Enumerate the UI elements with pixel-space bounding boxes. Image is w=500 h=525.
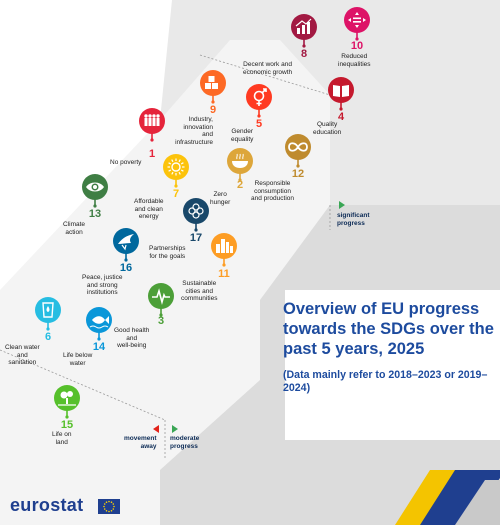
legend-movement-away: movement away — [124, 435, 157, 450]
sdg-number-3: 3 — [157, 315, 165, 327]
infinity-icon — [288, 142, 308, 152]
sdg-pin-goal-2 — [220, 141, 260, 191]
eye-globe-icon — [86, 182, 104, 192]
sdg-pin-goal-6 — [28, 290, 68, 340]
food-bowl-icon — [232, 153, 248, 168]
sdg-label-9: Industry, innovation and infrastructure — [175, 116, 213, 146]
sdg-pin-goal-11 — [204, 226, 244, 276]
sdg-pin-goal-1 — [132, 101, 172, 151]
sdg-pin-goal-10 — [337, 0, 377, 50]
sdg-pin-goal-9 — [193, 63, 233, 113]
sdg-pin-goal-5 — [239, 77, 279, 127]
equality-arrows-icon — [348, 12, 366, 28]
decor-stripe-blue — [420, 470, 500, 525]
significant-arrow-icon — [339, 201, 345, 209]
family-icon — [144, 114, 160, 126]
cubes-icon — [205, 76, 218, 89]
sdg-pin-goal-16 — [106, 221, 146, 271]
sdg-pin-goal-17 — [176, 191, 216, 241]
sdg-label-15: Life on land — [52, 431, 72, 446]
sdg-label-12: Responsible consumption and production — [251, 180, 295, 203]
sdg-number-12: 12 — [291, 168, 305, 180]
sun-icon — [167, 158, 185, 176]
sdg-label-10: Reduced inequalities — [338, 53, 371, 68]
sdg-number-4: 4 — [337, 111, 345, 123]
sdg-label-4: Quality education — [313, 121, 342, 136]
page-subtitle: (Data mainly refer to 2018–2023 or 2019–… — [283, 369, 488, 394]
decor-stripe-grey — [455, 480, 500, 525]
sdg-label-2: Zero hunger — [210, 191, 231, 206]
book-icon — [333, 85, 349, 97]
right-lower-white — [285, 290, 500, 440]
away-arrow-icon — [153, 425, 159, 433]
sdg-label-16: Peace, justice and strong institutions — [82, 274, 123, 297]
sdg-number-2: 2 — [236, 179, 244, 191]
sdg-pin-goal-13 — [75, 167, 115, 217]
sdg-number-1: 1 — [148, 148, 156, 160]
tree-icon — [58, 391, 76, 406]
sdg-label-3: Good health and well-being — [114, 327, 150, 350]
sdg-label-7: Affordable and clean energy — [134, 198, 164, 221]
sdg-number-9: 9 — [209, 104, 217, 116]
sdg-number-15: 15 — [60, 419, 74, 431]
sdg-number-14: 14 — [92, 341, 106, 353]
sdg-number-6: 6 — [44, 331, 52, 343]
fish-icon — [89, 316, 109, 329]
rings-icon — [188, 203, 204, 219]
eurostat-logo: eurostat — [10, 495, 84, 515]
sdg-label-11: Sustainable cities and communities — [181, 280, 218, 303]
gender-symbol-icon — [253, 88, 267, 106]
eu-flag-icon — [98, 499, 120, 514]
sdg-label-5: Gender equality — [231, 128, 254, 143]
sdg-number-5: 5 — [255, 118, 263, 130]
sdg-pin-goal-3 — [141, 276, 181, 326]
sdg-number-7: 7 — [172, 188, 180, 200]
sdg-number-8: 8 — [300, 48, 308, 60]
heartbeat-icon — [152, 288, 170, 305]
city-icon — [216, 239, 233, 253]
sdg-pin-goal-12 — [278, 127, 318, 177]
water-glass-icon — [42, 302, 54, 318]
sdg-label-6: Clean water and sanitation — [5, 344, 40, 367]
sdg-label-17: Partnerships for the goals — [149, 245, 186, 260]
sdg-number-16: 16 — [119, 262, 133, 274]
page-title: Overview of EU progress towards the SDGs… — [283, 300, 494, 358]
sdg-pin-goal-14 — [79, 300, 119, 350]
sdg-number-10: 10 — [350, 40, 364, 52]
sdg-label-13: Climate action — [63, 221, 86, 236]
sdg-number-11: 11 — [218, 268, 230, 280]
sdg-pin-goal-8 — [284, 7, 324, 57]
sdg-pin-goal-15 — [47, 378, 87, 428]
sdg-number-13: 13 — [88, 208, 102, 220]
legend-moderate-progress: moderate progress — [170, 435, 200, 450]
sdg-label-1: No poverty — [110, 159, 142, 166]
legend-significant-progress: significant progress — [337, 212, 370, 227]
sdg-number-17: 17 — [189, 232, 203, 244]
dove-icon — [118, 234, 134, 251]
growth-chart-icon — [295, 18, 312, 34]
sdg-pin-goal-7 — [156, 147, 196, 197]
sdg-pin-goal-4 — [321, 70, 361, 120]
sdg-label-8: Decent work and economic growth — [243, 61, 293, 76]
moderate-arrow-icon — [172, 425, 178, 433]
sdg-label-14: Life below water — [63, 352, 93, 367]
